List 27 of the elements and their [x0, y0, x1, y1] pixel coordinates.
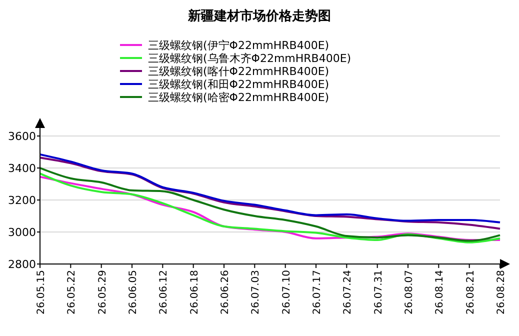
x-tick-label: 26.08.21 [465, 270, 476, 315]
legend-label: 三级螺纹钢(喀什Φ22mmHRB400E) [148, 65, 330, 78]
x-tick-label: 26.08.14 [434, 270, 446, 315]
x-tick-label: 26.06.05 [128, 270, 139, 315]
y-tick-label: 3200 [8, 194, 36, 207]
x-tick-label: 26.07.17 [312, 270, 323, 315]
x-tick-label: 26.05.22 [66, 270, 78, 315]
x-tick-label: 26.07.10 [281, 270, 292, 315]
x-tick-label: 26.07.31 [373, 270, 384, 315]
x-tick-label: 26.08.07 [404, 270, 415, 315]
x-tick-label: 26.05.29 [97, 270, 108, 315]
x-tick-label: 26.07.24 [342, 270, 354, 315]
legend-label: 三级螺纹钢(乌鲁木齐Φ22mmHRB400E) [148, 52, 352, 65]
x-tick-label: 26.06.12 [158, 270, 170, 315]
x-tick-label: 26.08.28 [496, 270, 507, 315]
x-tick-label: 26.07.03 [250, 270, 262, 315]
y-tick-label: 2800 [8, 258, 36, 271]
y-tick-label: 3600 [8, 130, 36, 143]
chart-title: 新疆建材市场价格走势图 [187, 8, 331, 24]
y-tick-label: 3000 [8, 226, 36, 239]
legend-label: 三级螺纹钢(和田Φ22mmHRB400E) [148, 78, 330, 91]
y-tick-label: 3400 [8, 162, 36, 175]
x-tick-label: 26.06.26 [220, 270, 231, 315]
legend-label: 三级螺纹钢(伊宁Φ22mmHRB400E) [148, 39, 330, 52]
x-tick-label: 26.05.15 [36, 270, 47, 315]
legend-label: 三级螺纹钢(哈密Φ22mmHRB400E) [148, 91, 330, 104]
x-tick-label: 26.06.18 [189, 270, 200, 315]
